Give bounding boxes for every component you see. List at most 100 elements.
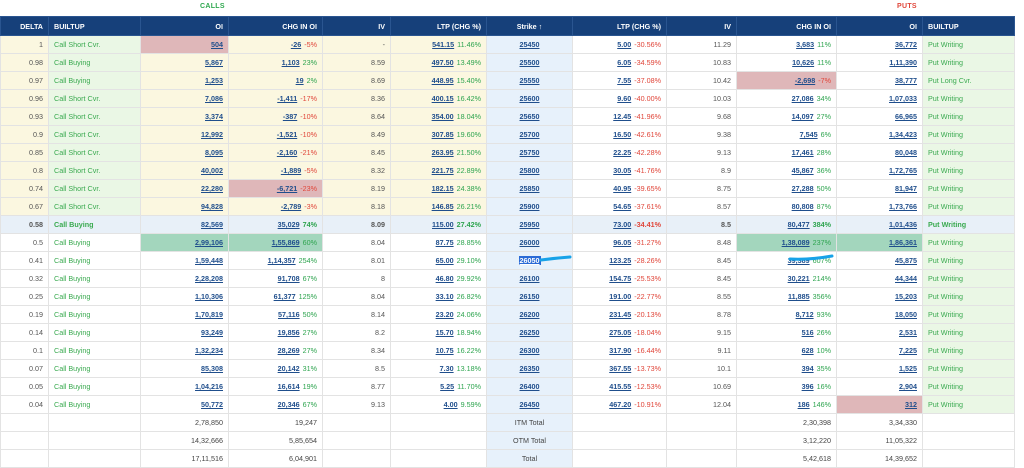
put-ltp[interactable]: 415.55 -12.53% xyxy=(572,377,667,396)
call-ltp[interactable]: 221.75 22.89% xyxy=(390,161,487,180)
call-ltp[interactable]: 87.75 28.85% xyxy=(390,233,487,252)
put-oi-value[interactable]: 15,203 xyxy=(895,292,917,301)
strike-value[interactable]: 26400 xyxy=(519,382,540,391)
call-oi[interactable]: 8,095 xyxy=(140,143,229,162)
strike-price[interactable]: 26300 xyxy=(486,341,573,360)
put-chg-oi-value[interactable]: 11,885 xyxy=(788,292,810,301)
call-ltp-value[interactable]: 115.00 xyxy=(432,220,454,229)
put-oi-value[interactable]: 80,048 xyxy=(895,148,917,157)
call-oi[interactable]: 1,32,234 xyxy=(140,341,229,360)
put-ltp[interactable]: 96.05 -31.27% xyxy=(572,233,667,252)
strike-price[interactable]: 25600 xyxy=(486,89,573,108)
call-ltp[interactable]: 5.25 11.70% xyxy=(390,377,487,396)
strike-value[interactable]: 25550 xyxy=(519,76,540,85)
call-oi-value[interactable]: 8,095 xyxy=(205,148,223,157)
put-oi[interactable]: 38,777 xyxy=(836,71,923,90)
put-chg-oi[interactable]: 10,626 11% xyxy=(736,53,837,72)
call-oi[interactable]: 1,59,448 xyxy=(140,251,229,270)
call-chg-oi-value[interactable]: -1,889 xyxy=(280,166,302,175)
call-oi[interactable]: 3,374 xyxy=(140,107,229,126)
header-call-ltp[interactable]: LTP (CHG %) xyxy=(390,16,487,36)
call-chg-oi-value[interactable]: -2,789 xyxy=(280,202,302,211)
put-chg-oi[interactable]: 27,086 34% xyxy=(736,89,837,108)
put-chg-oi-value[interactable]: 8,712 xyxy=(795,310,814,319)
put-chg-oi-value[interactable]: 516 xyxy=(801,328,814,337)
call-oi-value[interactable]: 1,253 xyxy=(205,76,223,85)
header-call-builtup[interactable]: BUILTUP xyxy=(48,16,141,36)
call-oi-value[interactable]: 1,10,306 xyxy=(195,292,223,301)
call-oi-value[interactable]: 5,867 xyxy=(205,58,223,67)
call-chg-oi-value[interactable]: -387 xyxy=(282,112,298,121)
put-ltp-value[interactable]: 7.55 xyxy=(617,76,632,85)
put-ltp-value[interactable]: 154.75 xyxy=(609,274,632,283)
call-oi[interactable]: 94,828 xyxy=(140,197,229,216)
header-call-iv[interactable]: IV xyxy=(322,16,391,36)
put-ltp-value[interactable]: 415.55 xyxy=(609,382,632,391)
call-oi[interactable]: 85,308 xyxy=(140,359,229,378)
put-oi-value[interactable]: 66,965 xyxy=(895,112,917,121)
put-chg-oi[interactable]: 8,712 93% xyxy=(736,305,837,324)
call-ltp-value[interactable]: 354.00 xyxy=(431,112,454,121)
strike-value[interactable]: 25850 xyxy=(519,184,540,193)
call-oi[interactable]: 5,867 xyxy=(140,53,229,72)
put-chg-oi-value[interactable]: 80,808 xyxy=(791,202,814,211)
put-ltp-value[interactable]: 317.90 xyxy=(609,346,632,355)
put-ltp[interactable]: 54.65 -37.61% xyxy=(572,197,667,216)
call-chg-oi[interactable]: 20,346 67% xyxy=(228,395,323,414)
put-chg-oi[interactable]: 30,221 214% xyxy=(736,269,837,288)
call-chg-oi-value[interactable]: 20,142 xyxy=(277,364,300,373)
put-ltp-value[interactable]: 9.60 xyxy=(617,94,632,103)
call-chg-oi[interactable]: 91,708 67% xyxy=(228,269,323,288)
put-oi[interactable]: 2,904 xyxy=(836,377,923,396)
put-chg-oi-value[interactable]: 14,097 xyxy=(791,112,814,121)
call-oi[interactable]: 504 xyxy=(140,35,229,54)
put-ltp-value[interactable]: 73.00 xyxy=(613,220,632,229)
call-oi-value[interactable]: 94,828 xyxy=(201,202,223,211)
call-oi-value[interactable]: 22,280 xyxy=(201,184,223,193)
header-call-chg-oi[interactable]: CHG IN OI xyxy=(228,16,323,36)
put-chg-oi-value[interactable]: 17,461 xyxy=(791,148,814,157)
put-oi[interactable]: 1,11,390 xyxy=(836,53,923,72)
strike-value[interactable]: 25750 xyxy=(519,148,540,157)
put-ltp-value[interactable]: 275.05 xyxy=(609,328,632,337)
call-oi[interactable]: 22,280 xyxy=(140,179,229,198)
strike-price[interactable]: 26250 xyxy=(486,323,573,342)
put-ltp[interactable]: 30.05 -41.76% xyxy=(572,161,667,180)
put-chg-oi[interactable]: 1,38,089 237% xyxy=(736,233,837,252)
put-chg-oi-value[interactable]: 45,867 xyxy=(791,166,814,175)
put-oi-value[interactable]: 1,72,765 xyxy=(889,166,917,175)
call-oi-value[interactable]: 504 xyxy=(211,40,223,49)
put-chg-oi[interactable]: 396 16% xyxy=(736,377,837,396)
strike-value[interactable]: 25950 xyxy=(519,220,540,229)
put-ltp[interactable]: 9.60 -40.00% xyxy=(572,89,667,108)
strike-price[interactable]: 26000 xyxy=(486,233,573,252)
call-ltp[interactable]: 448.95 15.40% xyxy=(390,71,487,90)
call-chg-oi[interactable]: -1,521 -10% xyxy=(228,125,323,144)
strike-value[interactable]: 25500 xyxy=(519,58,540,67)
put-oi-value[interactable]: 36,772 xyxy=(895,40,917,49)
call-chg-oi[interactable]: 28,269 27% xyxy=(228,341,323,360)
put-oi[interactable]: 15,203 xyxy=(836,287,923,306)
call-chg-oi[interactable]: 19 2% xyxy=(228,71,323,90)
put-chg-oi[interactable]: 394 35% xyxy=(736,359,837,378)
put-ltp[interactable]: 367.55 -13.73% xyxy=(572,359,667,378)
put-ltp[interactable]: 467.20 -10.91% xyxy=(572,395,667,414)
put-oi[interactable]: 1,73,766 xyxy=(836,197,923,216)
put-ltp[interactable]: 275.05 -18.04% xyxy=(572,323,667,342)
call-oi[interactable]: 82,569 xyxy=(140,215,229,234)
put-ltp[interactable]: 40.95 -39.65% xyxy=(572,179,667,198)
put-oi[interactable]: 44,344 xyxy=(836,269,923,288)
call-chg-oi-value[interactable]: 35,029 xyxy=(277,220,300,229)
call-chg-oi-value[interactable]: 28,269 xyxy=(277,346,300,355)
put-chg-oi-value[interactable]: 10,626 xyxy=(792,58,815,67)
call-chg-oi[interactable]: 1,55,869 60% xyxy=(228,233,323,252)
header-put-chg-oi[interactable]: CHG IN OI xyxy=(736,16,837,36)
strike-value[interactable]: 25600 xyxy=(519,94,540,103)
header-put-iv[interactable]: IV xyxy=(666,16,737,36)
put-oi-value[interactable]: 1,01,436 xyxy=(889,220,917,229)
put-oi[interactable]: 81,947 xyxy=(836,179,923,198)
call-oi-value[interactable]: 1,70,819 xyxy=(195,310,223,319)
put-chg-oi-value[interactable]: 27,086 xyxy=(791,94,814,103)
call-oi-value[interactable]: 85,308 xyxy=(201,364,223,373)
call-chg-oi[interactable]: -2,789 -3% xyxy=(228,197,323,216)
